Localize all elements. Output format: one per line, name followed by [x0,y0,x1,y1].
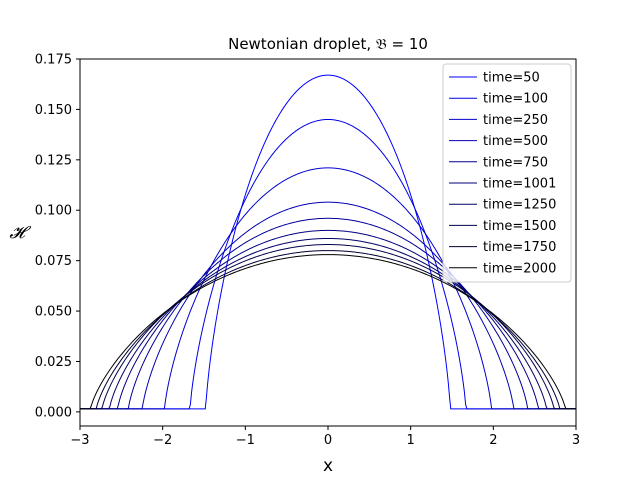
legend-label-0: time=50 [483,71,540,86]
legend-label-2: time=250 [483,113,548,128]
y-tick-label: 0.125 [35,153,72,168]
x-tick-label: 1 [407,433,415,448]
y-tick-label: 0.000 [35,405,72,420]
legend-label-5: time=1001 [483,177,556,192]
y-tick-label: 0.050 [35,305,72,320]
y-tick-label: 0.175 [35,53,72,68]
y-tick-label: 0.150 [35,103,72,118]
x-tick-label: −2 [153,433,172,448]
chart-title: Newtonian droplet, 𝔅 = 10 [228,35,428,53]
legend-label-1: time=100 [483,92,548,107]
y-tick-label: 0.075 [35,254,72,269]
legend-label-8: time=1750 [483,240,556,255]
series-line-6 [80,237,576,410]
x-tick-label: 2 [489,433,497,448]
y-axis: 0.000 0.025 0.050 0.075 0.100 0.125 0.150 0.175 [35,53,80,420]
series-line-2 [80,167,576,410]
series-line-8 [80,250,576,410]
legend-label-3: time=500 [483,134,548,149]
legend-label-6: time=1250 [483,198,556,213]
legend-label-9: time=2000 [483,261,556,276]
series-line-3 [80,201,576,410]
legend-box [442,63,572,283]
x-tick-label: −1 [236,433,255,448]
y-tick-label: 0.025 [35,355,72,370]
y-tick-label: 0.100 [35,204,72,219]
series-line-9 [80,254,576,410]
x-tick-label: 0 [324,433,332,448]
series-layer [80,74,576,410]
legend: time=50 time=100 time=250 time=500 time=750 t… [442,63,572,283]
legend-label-7: time=1500 [483,219,556,234]
x-tick-label: −3 [70,433,89,448]
x-axis-label: x [323,456,333,476]
x-tick-label: 3 [572,433,580,448]
x-axis: −3 −2 −1 0 1 2 3 [70,426,580,448]
series-line-4 [80,217,576,410]
y-axis-label: 𝓗 [9,223,31,243]
series-line-5 [80,229,576,410]
legend-label-4: time=750 [483,155,548,170]
